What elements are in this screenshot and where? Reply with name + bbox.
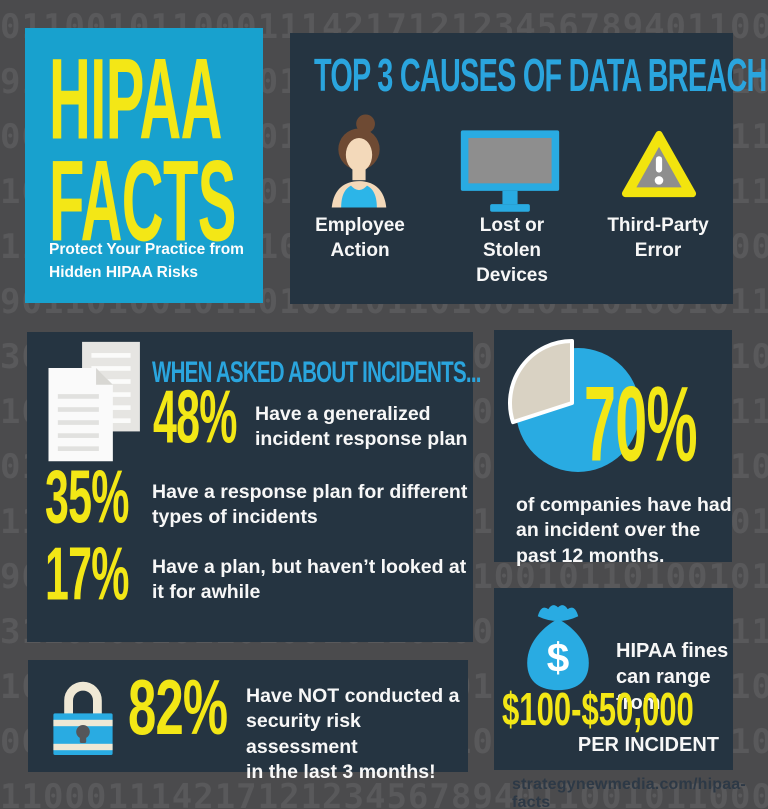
- causes-title: TOP 3 CAUSES OF DATA BREACH: [314, 50, 767, 102]
- employee-icon: [331, 114, 387, 208]
- stat-text-17: Have a plan, but haven’t looked at it fo…: [152, 556, 467, 604]
- hipaa-title-line1: HIPAA: [49, 35, 223, 164]
- hipaa-subtitle: Protect Your Practice from Hidden HIPAA …: [49, 241, 244, 282]
- cause-label-third-party-error: Third-Party Error: [607, 215, 709, 262]
- assessment-text: Have NOT conducted a security risk asses…: [246, 685, 460, 784]
- padlock-icon: [53, 681, 113, 755]
- top-causes-panel: TOP 3 CAUSES OF DATA BREACH Employee Act…: [290, 33, 767, 304]
- stat-value-17: 17%: [45, 531, 129, 617]
- pie-chart-panel: 70% of companies have had an incident ov…: [494, 330, 732, 567]
- incidents-title: WHEN ASKED ABOUT INCIDENTS...: [152, 355, 481, 389]
- risk-assessment-panel: 82% Have NOT conducted a security risk a…: [28, 660, 468, 783]
- pie-caption: of companies have had an incident over t…: [516, 494, 732, 567]
- money-bag-icon: $: [527, 605, 589, 691]
- svg-text:$: $: [547, 635, 570, 681]
- fines-unit: PER INCIDENT: [577, 734, 719, 756]
- cause-label-lost-stolen-devices: Lost or Stolen Devices: [476, 215, 548, 287]
- cause-label-employee-action: Employee Action: [315, 215, 405, 262]
- documents-icon: [48, 341, 140, 462]
- stat-value-48: 48%: [153, 374, 237, 460]
- stat-value-35: 35%: [45, 454, 129, 540]
- hipaa-title-line2: FACTS: [49, 137, 236, 266]
- warning-triangle-icon: [621, 130, 697, 198]
- fines-amount: $100-$50,000: [502, 683, 694, 735]
- stat-text-48: Have a generalized incident response pla…: [255, 403, 468, 451]
- assessment-value: 82%: [128, 665, 228, 752]
- fines-panel: $ HIPAA fines can range from $100-$50,00…: [494, 588, 733, 770]
- hipaa-facts-panel: HIPAA FACTS Protect Your Practice from H…: [25, 28, 263, 303]
- pie-value: 70%: [584, 365, 697, 484]
- incidents-panel: WHEN ASKED ABOUT INCIDENTS... 48% Have a…: [27, 332, 481, 642]
- pie-chart: [507, 339, 640, 472]
- fines-intro: HIPAA fines can range from: [616, 640, 729, 714]
- source-url: strategynewmedia.com/hipaa-facts: [512, 776, 746, 809]
- stat-text-35: Have a response plan for different types…: [152, 481, 468, 529]
- monitor-icon: [460, 130, 560, 212]
